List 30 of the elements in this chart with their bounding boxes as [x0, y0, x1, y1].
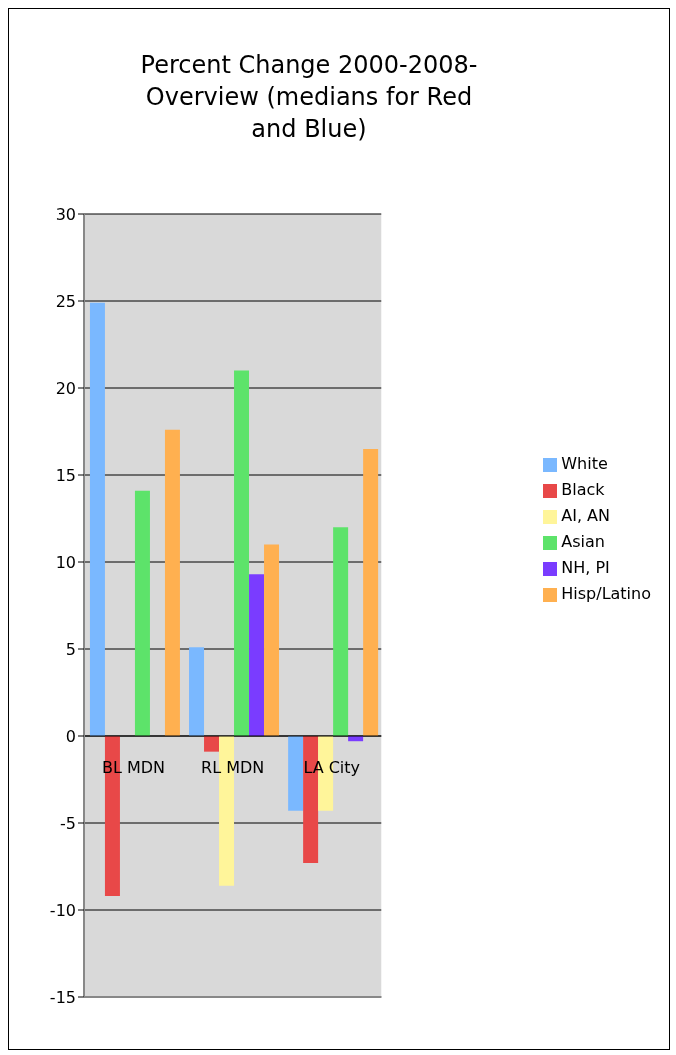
legend-label: White: [561, 454, 608, 473]
legend-label: Black: [561, 480, 605, 499]
bar: [89, 302, 105, 736]
legend-label: Asian: [561, 532, 605, 551]
y-tick-label: 30: [55, 204, 76, 224]
bar: [249, 574, 265, 736]
bar: [333, 527, 349, 736]
legend-label: NH, PI: [561, 558, 610, 577]
y-tick-label: 20: [55, 378, 76, 398]
y-tick-label: 10: [55, 552, 76, 572]
chart-title: Percent Change 2000-2008-Overview (medians for Red and Blue): [139, 50, 479, 145]
y-tick-label: 5: [65, 639, 76, 659]
y-tick-label: -5: [60, 813, 76, 833]
bar: [363, 448, 379, 736]
bar: [164, 429, 180, 736]
y-tick-label: 0: [65, 726, 76, 746]
legend-label: Hisp/Latino: [561, 584, 651, 603]
y-tick-label: -10: [49, 900, 76, 920]
y-tick-label: 25: [55, 291, 76, 311]
bar: [288, 736, 304, 811]
legend-label: AI, AN: [561, 506, 611, 525]
x-tick-label: RL MDN: [201, 758, 265, 778]
bar: [204, 736, 220, 752]
bar: [134, 490, 150, 736]
y-tick-label: 15: [55, 465, 76, 485]
bar: [264, 544, 280, 736]
bar: [104, 736, 120, 897]
bar: [234, 370, 250, 736]
bar: [189, 647, 205, 736]
y-tick-label: -15: [49, 987, 76, 1007]
